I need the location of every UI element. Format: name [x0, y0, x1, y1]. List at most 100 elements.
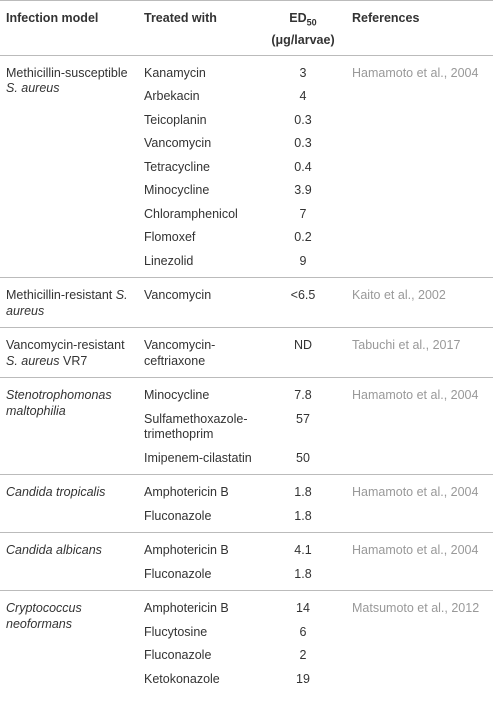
- value-cell: 7: [299, 206, 307, 221]
- table: Infection model Treated with ED50 (μg/lar…: [0, 0, 493, 695]
- drug-cell: Amphotericin B: [138, 474, 260, 505]
- model-text: S. aureus: [6, 353, 60, 368]
- drug-cell: Amphotericin B: [138, 532, 260, 563]
- header-subscript: 50: [306, 17, 317, 28]
- model-cell: Methicillin-susceptible S. aureus: [0, 54, 138, 278]
- value-cell: 4.1: [260, 532, 346, 563]
- value-cell: 7.8: [260, 377, 346, 408]
- table-row: Stenotrophomonas maltophilia Minocycline 7…: [0, 377, 493, 475]
- drug-cell: Teicoplanin: [144, 112, 207, 127]
- value-cell: 2: [299, 648, 307, 662]
- drug-cell: Minocycline: [144, 183, 210, 197]
- value-cell: 3.9: [294, 183, 312, 197]
- value-cell: <6.5: [260, 277, 346, 328]
- table-row: Linezolid 9: [0, 250, 493, 278]
- header-row: Infection model Treated with ED50 (μg/lar…: [0, 0, 493, 56]
- table-row: Vancomycin 0.3: [0, 132, 493, 156]
- table-row: Sulfamethoxazole-trimethoprim 57: [0, 408, 493, 447]
- drug-cell: Vancomycin: [144, 136, 212, 150]
- reference-cell: Matsumoto et al., 2012: [346, 590, 493, 695]
- value-cell: 14: [260, 590, 346, 621]
- value-cell: 19: [296, 671, 310, 686]
- table-row: Ketokonazole 19: [0, 668, 493, 696]
- model-text: Methicillin-resistant: [6, 288, 116, 302]
- reference-cell: Tabuchi et al., 2017: [346, 327, 493, 378]
- drug-cell: Amphotericin B: [138, 590, 260, 621]
- drug-cell: Chloramphenicol: [144, 206, 238, 221]
- model-cell: Candida albicans: [0, 532, 138, 591]
- table-body: Methicillin-susceptible S. aureus Kanamyc…: [0, 54, 493, 696]
- header-text: (μg/larvae): [271, 32, 335, 47]
- drug-cell: Fluconazole: [144, 648, 212, 662]
- table-row: Methicillin-resistant S. aureus Vancomyci…: [0, 277, 493, 328]
- table-row: Methicillin-susceptible S. aureus Kanamyc…: [0, 54, 493, 278]
- drug-cell: Kanamycin: [138, 54, 260, 85]
- table-row: Fluconazole 1.8: [0, 505, 493, 533]
- header-cell: References: [346, 0, 493, 56]
- table-row: Cryptococcus neoformans Amphotericin B 14 M…: [0, 590, 493, 695]
- value-cell: 0.3: [294, 112, 312, 127]
- value-cell: 0.4: [294, 159, 312, 174]
- model-cell: Candida tropicalis: [0, 474, 138, 533]
- table-row: Fluconazole 1.8: [0, 563, 493, 591]
- model-text: Methicillin-susceptible: [6, 65, 128, 80]
- header-cell: Treated with: [138, 0, 260, 56]
- reference-cell: Hamamoto et al., 2004: [346, 54, 493, 278]
- drug-cell: Tetracycline: [144, 159, 210, 174]
- value-cell: 1.8: [260, 474, 346, 505]
- drug-cell: Ketokonazole: [144, 671, 220, 686]
- value-cell: ND: [260, 327, 346, 378]
- model-cell: Stenotrophomonas maltophilia: [0, 377, 138, 475]
- value-cell: 50: [296, 450, 310, 465]
- model-text: VR7: [59, 353, 88, 368]
- value-cell: 0.3: [294, 136, 312, 150]
- model-text: Vancomycin-resistant: [6, 338, 125, 352]
- model-text: Stenotrophomonas maltophilia: [6, 388, 112, 418]
- model-cell: Vancomycin-resistant S. aureus VR7: [0, 327, 138, 378]
- value-cell: 6: [299, 624, 307, 639]
- model-cell: Cryptococcus neoformans: [0, 590, 138, 695]
- drug-cell: Sulfamethoxazole-trimethoprim: [144, 411, 248, 442]
- value-cell: 57: [296, 411, 310, 426]
- header-text: ED: [289, 11, 307, 25]
- table-row: Arbekacin 4: [0, 85, 493, 109]
- value-cell: 3: [260, 54, 346, 85]
- table-row: Candida albicans Amphotericin B 4.1 Hamamot…: [0, 532, 493, 591]
- table-row: Flucytosine 6: [0, 621, 493, 645]
- table-row: Teicoplanin 0.3: [0, 109, 493, 133]
- drug-cell: Minocycline: [138, 377, 260, 408]
- value-cell: 4: [299, 89, 307, 103]
- drug-cell: Vancomycin-ceftriaxone: [138, 327, 260, 378]
- header-cell: ED50 (μg/larvae): [260, 0, 346, 56]
- table-row: Minocycline 3.9: [0, 179, 493, 203]
- model-text: Cryptococcus neoformans: [6, 601, 82, 631]
- model-text: Candida albicans: [6, 543, 102, 557]
- value-cell: 9: [299, 253, 307, 268]
- drug-cell: Flucytosine: [144, 624, 208, 639]
- value-cell: 1.8: [294, 508, 312, 523]
- drug-cell: Imipenem-cilastatin: [144, 450, 252, 465]
- table-row: Candida tropicalis Amphotericin B 1.8 Hamam…: [0, 474, 493, 533]
- header-cell: Infection model: [0, 0, 138, 56]
- model-text: S. aureus: [6, 81, 60, 95]
- value-cell: 0.2: [294, 230, 312, 244]
- table-row: Imipenem-cilastatin 50: [0, 447, 493, 475]
- drug-cell: Vancomycin: [138, 277, 260, 328]
- model-text: Candida tropicalis: [6, 485, 106, 499]
- table-row: Fluconazole 2: [0, 644, 493, 668]
- drug-cell: Fluconazole: [144, 566, 212, 581]
- model-text: S. aureus: [6, 288, 128, 318]
- reference-cell: Hamamoto et al., 2004: [346, 377, 493, 475]
- table-row: Tetracycline 0.4: [0, 156, 493, 180]
- table-row: Chloramphenicol 7: [0, 203, 493, 227]
- reference-cell: Hamamoto et al., 2004: [346, 474, 493, 533]
- model-cell: Methicillin-resistant S. aureus: [0, 277, 138, 328]
- reference-cell: Kaito et al., 2002: [346, 277, 493, 328]
- drug-cell: Flomoxef: [144, 230, 196, 244]
- drug-cell: Fluconazole: [144, 508, 212, 523]
- drug-cell: Linezolid: [144, 253, 194, 268]
- drug-cell: Arbekacin: [144, 89, 200, 103]
- table-row: Vancomycin-resistant S. aureus VR7 Vancom…: [0, 327, 493, 378]
- value-cell: 1.8: [294, 566, 312, 581]
